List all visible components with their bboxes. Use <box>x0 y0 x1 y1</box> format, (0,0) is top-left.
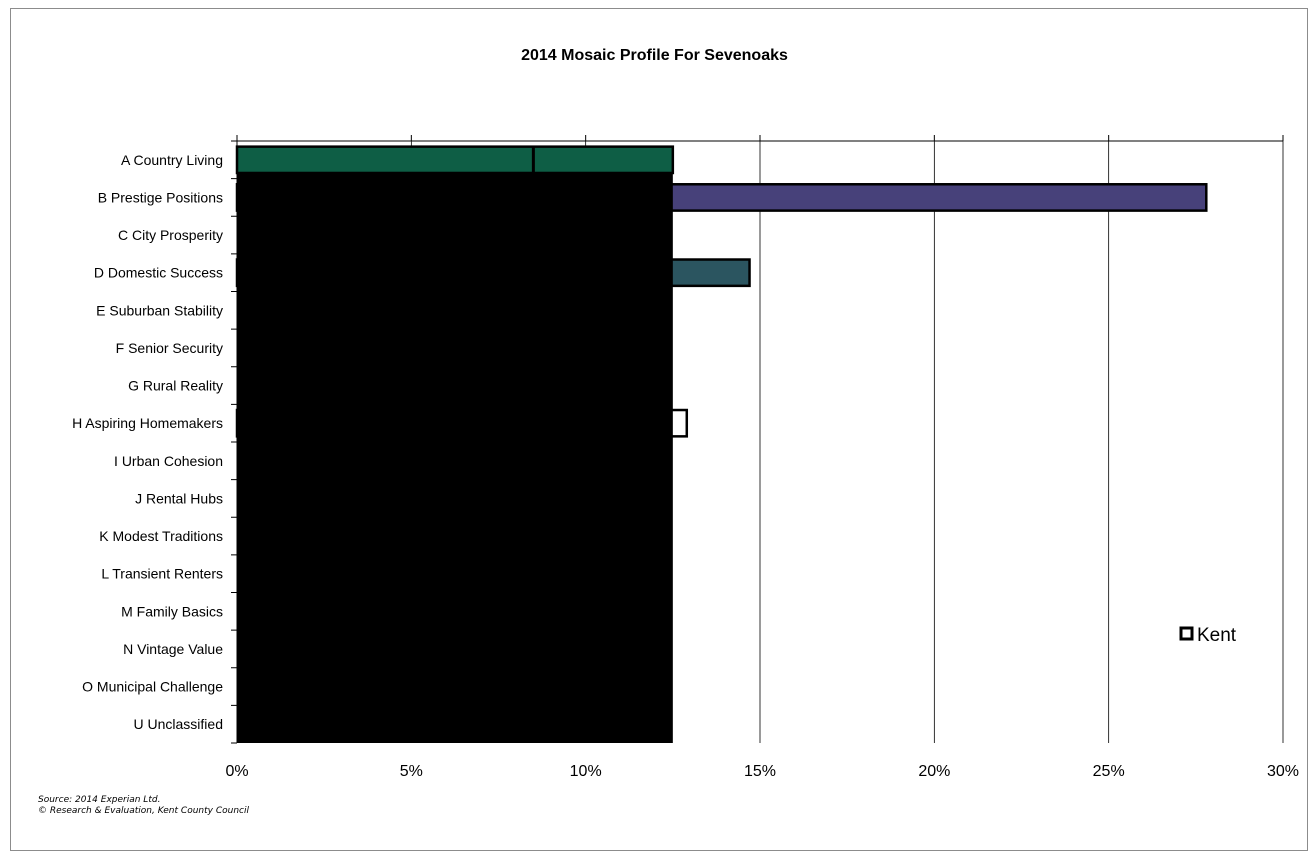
category-label: H Aspiring Homemakers <box>72 415 223 431</box>
source-line: Source: 2014 Experian Ltd. <box>38 795 161 805</box>
category-label: U Unclassified <box>134 716 223 732</box>
x-tick-label: 25% <box>1093 763 1125 780</box>
source-note: Source: 2014 Experian Ltd. © Research & … <box>38 795 249 817</box>
category-labels: A Country Living B Prestige Positions C Ci… <box>72 152 223 732</box>
category-label: M Family Basics <box>121 603 223 619</box>
category-label: B Prestige Positions <box>98 189 223 205</box>
legend-label-kent: Kent <box>1197 625 1237 646</box>
bar-0 <box>235 145 675 175</box>
chart-frame <box>10 8 1308 851</box>
category-label: I Urban Cohesion <box>114 453 223 469</box>
tick-labels: 0% 5% 10% 15% 20% 25% 30% <box>225 763 1299 780</box>
category-label: G Rural Reality <box>128 378 223 394</box>
category-label: C City Prosperity <box>118 227 223 243</box>
category-label: L Transient Renters <box>101 566 223 582</box>
category-label: A Country Living <box>121 152 223 168</box>
category-label: O Municipal Challenge <box>82 679 223 695</box>
x-tick-label: 10% <box>570 763 602 780</box>
category-label: N Vintage Value <box>123 641 223 657</box>
overlay-box <box>237 146 673 743</box>
legend-swatch-kent <box>1179 626 1194 641</box>
x-tick-label: 15% <box>744 763 776 780</box>
category-label: E Suburban Stability <box>96 302 223 318</box>
x-tick-label: 20% <box>918 763 950 780</box>
copyright-line: © Research & Evaluation, Kent County Cou… <box>38 806 249 816</box>
legend: Kent <box>1179 625 1237 646</box>
x-tick-label: 5% <box>400 763 423 780</box>
overlay-rect <box>237 172 673 743</box>
category-label: J Rental Hubs <box>135 490 223 506</box>
axes <box>231 135 1284 744</box>
chart-title: 2014 Mosaic Profile For Sevenoaks <box>521 47 788 64</box>
x-tick-label: 30% <box>1267 763 1299 780</box>
category-label: K Modest Traditions <box>99 528 223 544</box>
x-tick-label: 0% <box>225 763 248 780</box>
category-label: F Senior Security <box>116 340 223 356</box>
category-label: D Domestic Success <box>94 265 223 281</box>
